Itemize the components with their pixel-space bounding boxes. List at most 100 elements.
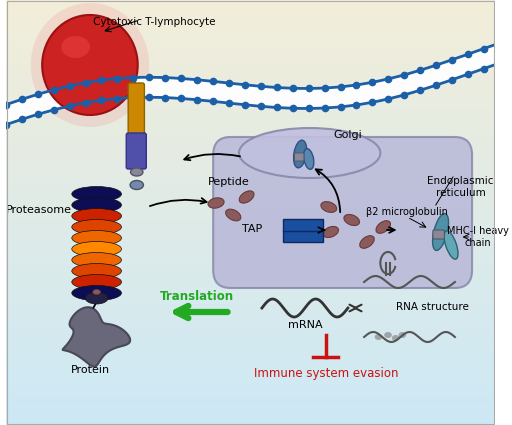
Bar — [6, 308, 495, 309]
Bar — [6, 298, 495, 299]
Bar — [6, 332, 495, 333]
Bar — [6, 387, 495, 388]
Bar — [6, 259, 495, 260]
Bar — [6, 380, 495, 381]
Bar — [6, 90, 495, 91]
Bar — [6, 365, 495, 366]
Bar — [6, 209, 495, 210]
Bar — [6, 171, 495, 172]
Bar — [6, 24, 495, 25]
Ellipse shape — [376, 221, 391, 233]
Bar — [6, 370, 495, 371]
Bar — [6, 73, 495, 74]
Bar — [6, 147, 495, 148]
Bar — [6, 168, 495, 169]
Bar — [6, 278, 495, 279]
Bar — [6, 235, 495, 236]
Bar — [6, 334, 495, 335]
Bar — [6, 49, 495, 50]
Bar — [6, 82, 495, 83]
Bar — [6, 246, 495, 247]
Bar — [6, 355, 495, 356]
Bar — [6, 165, 495, 166]
Bar — [6, 249, 495, 250]
Bar — [6, 74, 495, 75]
Text: mRNA: mRNA — [288, 320, 322, 330]
Bar — [6, 91, 495, 92]
Bar — [6, 34, 495, 35]
Bar — [6, 125, 495, 126]
Bar — [6, 44, 495, 45]
Bar — [6, 86, 495, 87]
Bar — [6, 84, 495, 85]
Bar — [6, 213, 495, 214]
Bar — [6, 361, 495, 362]
Ellipse shape — [239, 191, 254, 203]
Bar — [6, 200, 495, 201]
Bar — [6, 41, 495, 42]
Bar — [6, 377, 495, 378]
Bar — [6, 124, 495, 125]
Bar — [6, 81, 495, 82]
Bar — [6, 157, 495, 158]
Bar — [6, 96, 495, 97]
FancyBboxPatch shape — [294, 153, 304, 161]
Ellipse shape — [304, 149, 314, 169]
Ellipse shape — [360, 236, 374, 248]
Bar — [6, 344, 495, 345]
Bar — [6, 97, 495, 98]
Bar — [6, 384, 495, 385]
Bar — [6, 228, 495, 229]
Bar — [6, 123, 495, 124]
Bar — [6, 47, 495, 48]
Bar — [6, 105, 495, 106]
Bar — [6, 184, 495, 185]
Bar — [6, 245, 495, 246]
Bar — [6, 1, 495, 2]
Bar — [6, 205, 495, 206]
Bar — [6, 220, 495, 221]
Bar — [6, 351, 495, 352]
Bar — [6, 170, 495, 171]
Bar — [6, 186, 495, 187]
Bar — [6, 21, 495, 22]
Ellipse shape — [344, 215, 359, 226]
Bar — [6, 253, 495, 254]
Bar — [6, 357, 495, 358]
Bar — [6, 77, 495, 78]
FancyBboxPatch shape — [126, 133, 146, 169]
Bar — [6, 250, 495, 251]
Bar — [6, 339, 495, 340]
Bar — [6, 149, 495, 150]
Bar — [6, 233, 495, 234]
Bar — [6, 306, 495, 307]
Bar — [6, 6, 495, 7]
Bar — [6, 22, 495, 23]
Bar — [6, 229, 495, 230]
Bar — [6, 217, 495, 218]
Bar — [6, 393, 495, 394]
Bar — [6, 20, 495, 21]
Polygon shape — [6, 45, 495, 125]
Bar — [6, 120, 495, 121]
Bar — [6, 135, 495, 136]
Bar — [6, 201, 495, 202]
Bar — [6, 95, 495, 96]
Bar — [6, 275, 495, 276]
Bar — [6, 346, 495, 347]
Bar — [6, 207, 495, 208]
Bar — [6, 364, 495, 365]
Bar — [6, 142, 495, 143]
Bar — [6, 94, 495, 95]
Bar — [6, 293, 495, 294]
Bar — [6, 51, 495, 52]
Bar — [6, 148, 495, 149]
Bar — [6, 75, 495, 76]
Bar — [6, 352, 495, 353]
Bar — [6, 14, 495, 15]
Bar — [6, 315, 495, 316]
Bar — [6, 132, 495, 133]
Ellipse shape — [226, 209, 241, 221]
Bar — [6, 371, 495, 372]
Text: Endoplasmic
reticulum: Endoplasmic reticulum — [428, 176, 494, 198]
